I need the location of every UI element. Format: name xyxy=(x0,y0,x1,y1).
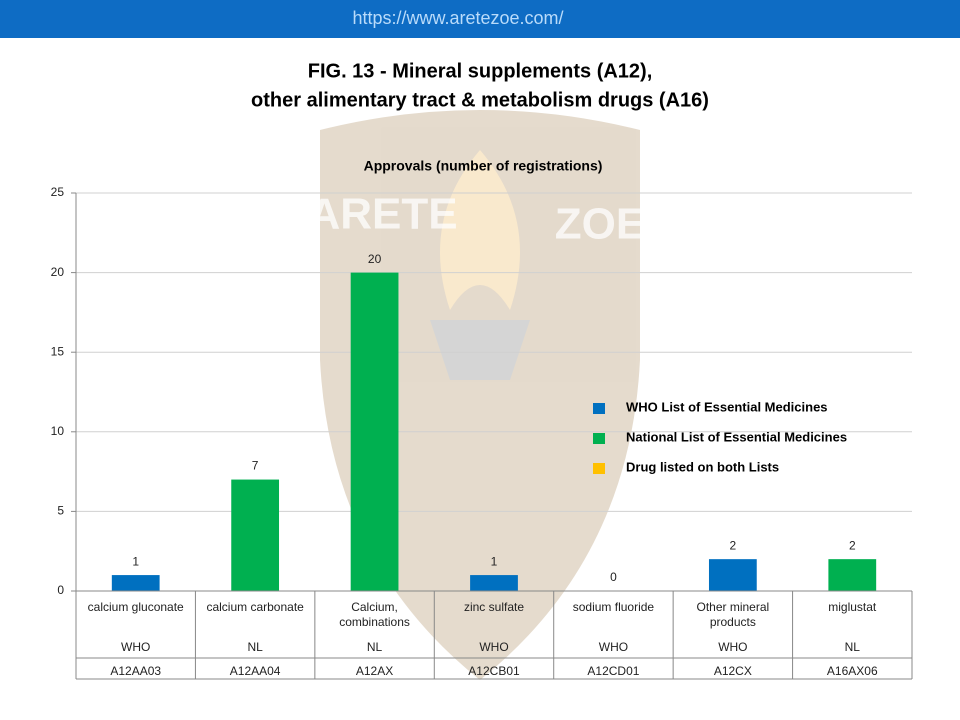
header-bar xyxy=(0,0,960,38)
y-tick-label: 15 xyxy=(51,344,65,358)
chart-title: other alimentary tract & metabolism drug… xyxy=(251,89,709,111)
data-label: 1 xyxy=(491,554,498,568)
x-tick-label: calcium gluconate xyxy=(87,600,184,614)
bar xyxy=(708,559,757,591)
legend-swatch xyxy=(593,463,605,474)
x-tick-label: calcium carbonate xyxy=(206,600,304,614)
list-label: WHO xyxy=(479,640,509,654)
data-label: 0 xyxy=(610,570,617,584)
watermark-shield xyxy=(320,110,640,680)
bar xyxy=(111,575,160,591)
data-label: 20 xyxy=(368,252,382,266)
y-tick-label: 5 xyxy=(57,504,64,518)
legend-label: Drug listed on both Lists xyxy=(626,459,779,474)
legend-swatch xyxy=(593,433,605,444)
watermark xyxy=(320,110,640,680)
code-label: A12AA03 xyxy=(110,664,162,678)
x-tick-label: miglustat xyxy=(828,600,877,614)
legend-label: WHO List of Essential Medicines xyxy=(626,399,828,414)
watermark-text: ZOE xyxy=(555,200,645,249)
x-tick-label: Calcium, combinations xyxy=(339,600,410,629)
data-label: 1 xyxy=(132,554,139,568)
code-label: A12CX xyxy=(713,664,752,678)
code-label: A12AX xyxy=(355,664,394,678)
chart-title: FIG. 13 - Mineral supplements (A12), xyxy=(308,60,653,82)
list-label: WHO xyxy=(718,640,748,654)
list-label: NL xyxy=(366,640,383,654)
code-label: A12CB01 xyxy=(468,664,520,678)
bar xyxy=(828,559,877,591)
list-label: WHO xyxy=(598,640,629,654)
y-tick-label: 20 xyxy=(51,265,65,279)
y-tick-label: 10 xyxy=(51,424,65,438)
legend-label: National List of Essential Medicines xyxy=(626,429,847,444)
x-tick-label: Other mineral products xyxy=(696,600,770,629)
data-label: 2 xyxy=(849,538,856,552)
x-tick-label: sodium fluoride xyxy=(572,600,655,614)
data-label: 7 xyxy=(252,459,259,473)
chart-subtitle: Approvals (number of registrations) xyxy=(364,158,603,174)
code-label: A12AA04 xyxy=(229,664,281,678)
legend-swatch xyxy=(593,403,605,414)
bar xyxy=(470,575,518,591)
watermark-text: ARETE xyxy=(308,190,457,239)
watermark-flame xyxy=(440,150,520,310)
list-label: NL xyxy=(247,640,263,654)
y-tick-label: 25 xyxy=(51,185,65,199)
data-label: 2 xyxy=(730,538,737,552)
x-tick-label: zinc sulfate xyxy=(463,600,524,614)
y-tick-label: 0 xyxy=(57,583,64,597)
code-label: A16AX06 xyxy=(826,664,878,678)
watermark-torch xyxy=(430,320,530,380)
header-url[interactable]: https://www.aretezoe.com/ xyxy=(352,8,563,28)
list-label: WHO xyxy=(121,640,151,654)
list-label: NL xyxy=(844,640,860,654)
bar xyxy=(350,272,399,591)
code-label: A12CD01 xyxy=(587,664,640,678)
bar xyxy=(231,479,280,591)
